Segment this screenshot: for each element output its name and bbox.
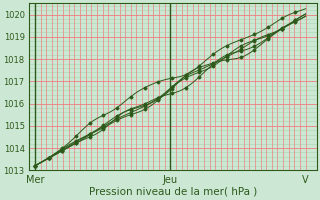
X-axis label: Pression niveau de la mer( hPa ): Pression niveau de la mer( hPa ) <box>89 187 257 197</box>
